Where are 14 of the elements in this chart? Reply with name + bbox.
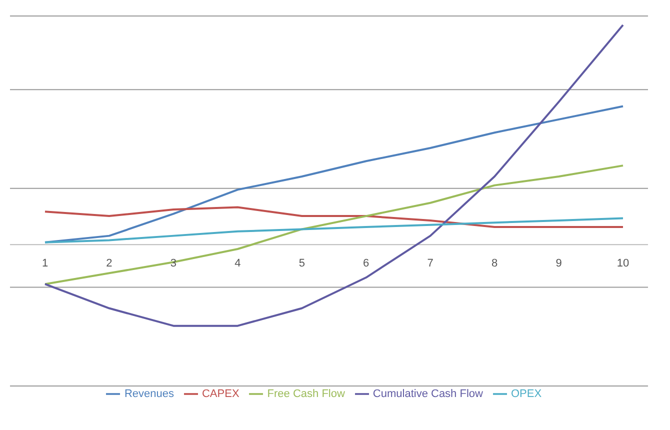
x-tick-label: 9	[556, 258, 562, 270]
legend-label: OPEX	[510, 388, 542, 400]
x-tick-label: 10	[616, 258, 630, 270]
legend-label: Revenues	[124, 388, 174, 400]
x-tick-label: 4	[234, 258, 241, 270]
x-tick-label: 5	[298, 258, 305, 270]
legend-label: CAPEX	[202, 388, 240, 400]
x-tick-label: 7	[427, 258, 434, 270]
legend-label: Cumulative Cash Flow	[372, 388, 483, 400]
x-tick-label: 2	[106, 258, 112, 270]
x-tick-label: 1	[42, 258, 48, 270]
legend-label: Free Cash Flow	[267, 388, 345, 400]
x-tick-label: 8	[491, 258, 498, 270]
x-tick-label: 6	[363, 258, 370, 270]
